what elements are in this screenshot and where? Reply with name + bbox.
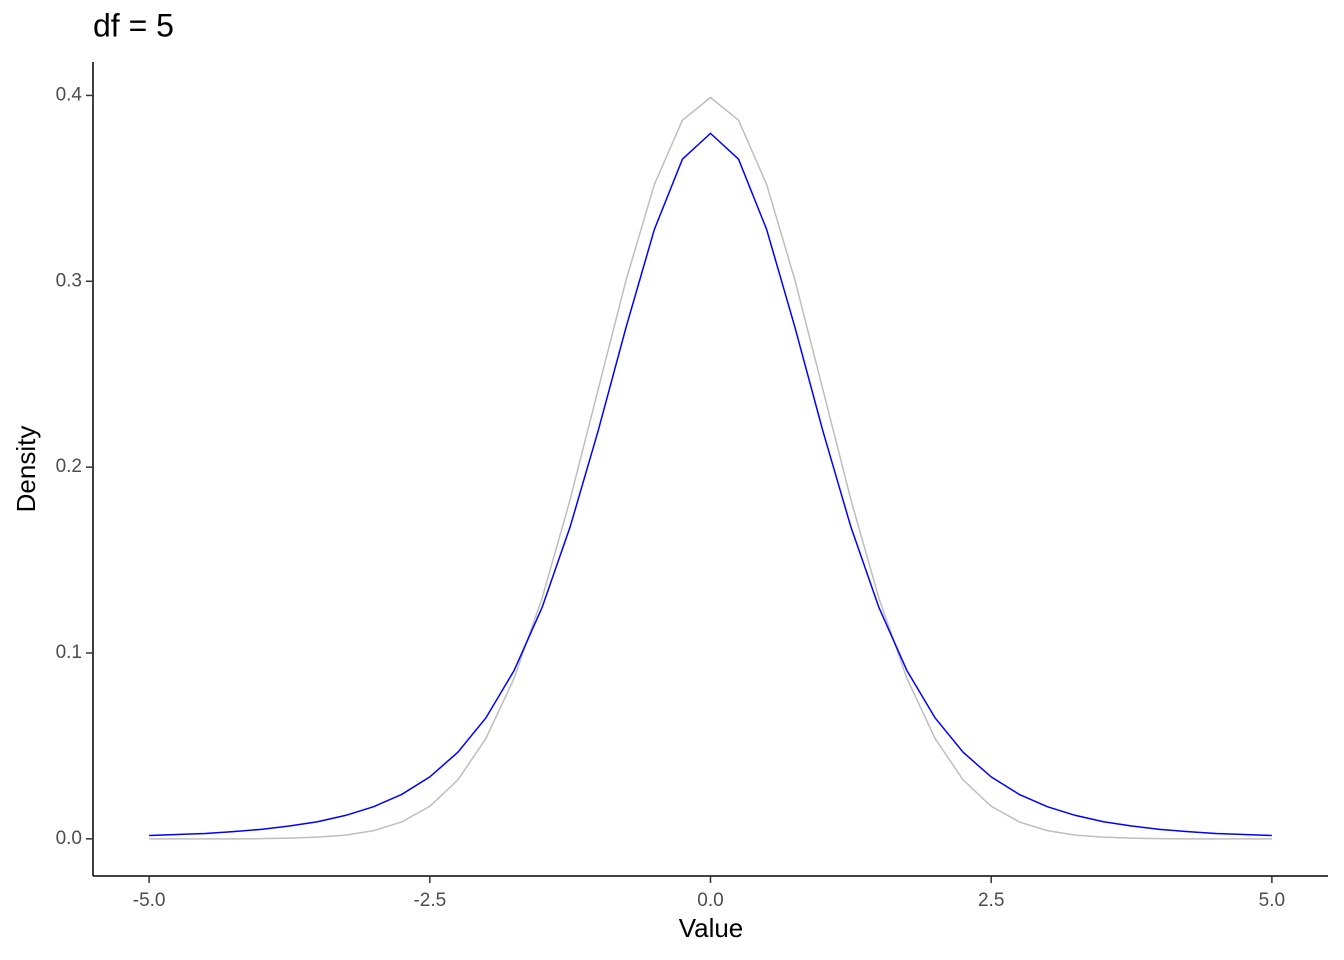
chart-title: df = 5: [93, 7, 174, 43]
x-tick-label: 0.0: [697, 890, 723, 911]
y-tick-label: 0.2: [56, 456, 82, 477]
x-tick-label: -5.0: [133, 890, 166, 911]
series-line: [149, 132, 1272, 837]
series-line: [149, 96, 1272, 840]
x-tick-label: 5.0: [1259, 890, 1285, 911]
y-tick-label: 0.4: [56, 84, 83, 105]
y-tick-label: 0.1: [56, 642, 82, 663]
x-axis-label: Value: [679, 913, 744, 943]
y-axis-label: Density: [11, 426, 41, 513]
y-tick-label: 0.3: [56, 270, 82, 291]
x-tick-label: 2.5: [978, 890, 1004, 911]
x-tick-label: -2.5: [413, 890, 446, 911]
y-tick-label: 0.0: [56, 828, 82, 849]
